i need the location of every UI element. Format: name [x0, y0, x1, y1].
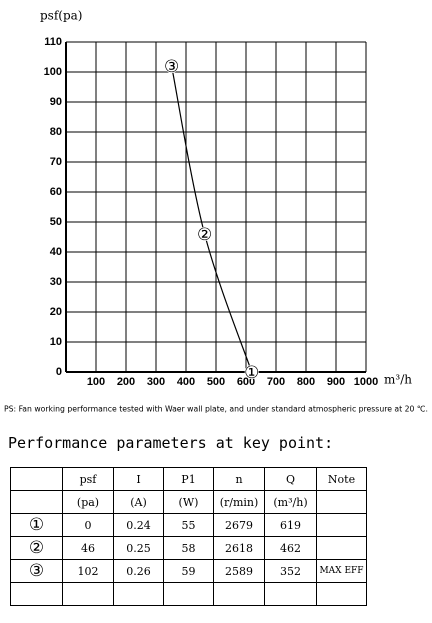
table-cell: [213, 582, 265, 606]
table-row: (pa) (A) (W) (r/min) (m³/h): [10, 490, 367, 514]
table-row: ③ 102 0.26 59 2589 352 MAX EFF: [10, 559, 367, 583]
table-cell: 55: [163, 513, 214, 537]
y-tick-label: 50: [50, 216, 62, 228]
point-label: ③: [164, 57, 179, 77]
table-cell: [62, 582, 114, 606]
chart: psf(pa) m³/h PS: Fan working performance…: [4, 9, 428, 414]
point-label: ②: [197, 225, 212, 245]
table-cell: Note: [316, 467, 367, 491]
table-cell: [113, 582, 164, 606]
table-cell: [316, 513, 367, 537]
table-body: psf I P1 n Q Note (pa) (A) (W) (r/min) (m³/h) ① 0 0.2…: [10, 467, 367, 606]
point-marker: ②: [197, 225, 212, 245]
table-cell: (r/min): [213, 490, 265, 514]
point-marker: ①: [244, 363, 259, 383]
table-cell: [10, 582, 63, 606]
table-cell: [10, 490, 63, 514]
table-cell: 462: [264, 536, 317, 560]
table-cell: 59: [163, 559, 214, 583]
x-tick-label: 700: [267, 376, 285, 388]
y-tick-label: 110: [44, 36, 62, 48]
y-tick-label: 80: [50, 126, 62, 138]
table-cell: ③: [10, 559, 63, 583]
point-label: ①: [244, 363, 259, 383]
table-row: [10, 582, 367, 606]
table-cell: 0.26: [113, 559, 164, 583]
table-cell: [316, 490, 367, 514]
y-tick-label: 30: [50, 276, 62, 288]
table-cell: I: [113, 467, 164, 491]
table-cell: 0.25: [113, 536, 164, 560]
table-cell: [10, 467, 63, 491]
y-tick-label: 100: [44, 66, 62, 78]
table-cell: 0: [62, 513, 114, 537]
note: PS: Fan working performance tested with …: [4, 405, 428, 414]
table-cell: [163, 582, 214, 606]
table-cell: 619: [264, 513, 317, 537]
table-cell: [316, 536, 367, 560]
table-cell: 2589: [213, 559, 265, 583]
table-cell: 58: [163, 536, 214, 560]
table-cell: n: [213, 467, 265, 491]
x-tick-label: 900: [327, 376, 345, 388]
x-tick-label: 200: [117, 376, 135, 388]
marker-bg: [244, 365, 259, 379]
marker-bg: [164, 59, 179, 73]
x-tick-label: 500: [207, 376, 225, 388]
table-cell: Q: [264, 467, 317, 491]
table-cell: psf: [62, 467, 114, 491]
x-axis-label: m³/h: [384, 373, 412, 387]
marker-bg: [197, 227, 212, 241]
table-row: psf I P1 n Q Note: [10, 467, 367, 491]
table: psf I P1 n Q Note (pa) (A) (W) (r/min) (m³/h) ① 0 0.2…: [10, 467, 367, 606]
y-tick-label: 60: [50, 186, 62, 198]
y-axis-label: psf(pa): [40, 9, 82, 23]
table-row: ① 0 0.24 55 2679 619: [10, 513, 367, 537]
table-cell: 46: [62, 536, 114, 560]
table-cell: 352: [264, 559, 317, 583]
y-tick-label: 40: [50, 246, 62, 258]
table-cell: 102: [62, 559, 114, 583]
table-title: Performance parameters at key point:: [8, 434, 334, 452]
point-marker: ③: [164, 57, 179, 77]
y-tick-label: 0: [56, 366, 62, 378]
table-row: ② 46 0.25 58 2618 462: [10, 536, 367, 560]
table-cell: MAX EFF: [316, 559, 367, 583]
table-cell: ①: [10, 513, 63, 537]
y-tick-label: 70: [50, 156, 62, 168]
table-cell: 0.24: [113, 513, 164, 537]
x-tick-label: 800: [297, 376, 315, 388]
table-cell: 2679: [213, 513, 265, 537]
x-tick-label: 1000: [354, 376, 378, 388]
x-tick-label: 400: [177, 376, 195, 388]
table-cell: 2618: [213, 536, 265, 560]
y-tick-label: 90: [50, 96, 62, 108]
table-cell: (pa): [62, 490, 114, 514]
x-tick-label: 100: [87, 376, 105, 388]
table-cell: P1: [163, 467, 214, 491]
table-cell: (m³/h): [264, 490, 317, 514]
curve: [171, 65, 253, 373]
table-cell: ②: [10, 536, 63, 560]
table-cell: [316, 582, 367, 606]
table-cell: [264, 582, 317, 606]
table-cell: (W): [163, 490, 214, 514]
y-tick-label: 20: [50, 306, 62, 318]
x-tick-label: 300: [147, 376, 165, 388]
y-tick-label: 10: [50, 336, 62, 348]
table-cell: (A): [113, 490, 164, 514]
